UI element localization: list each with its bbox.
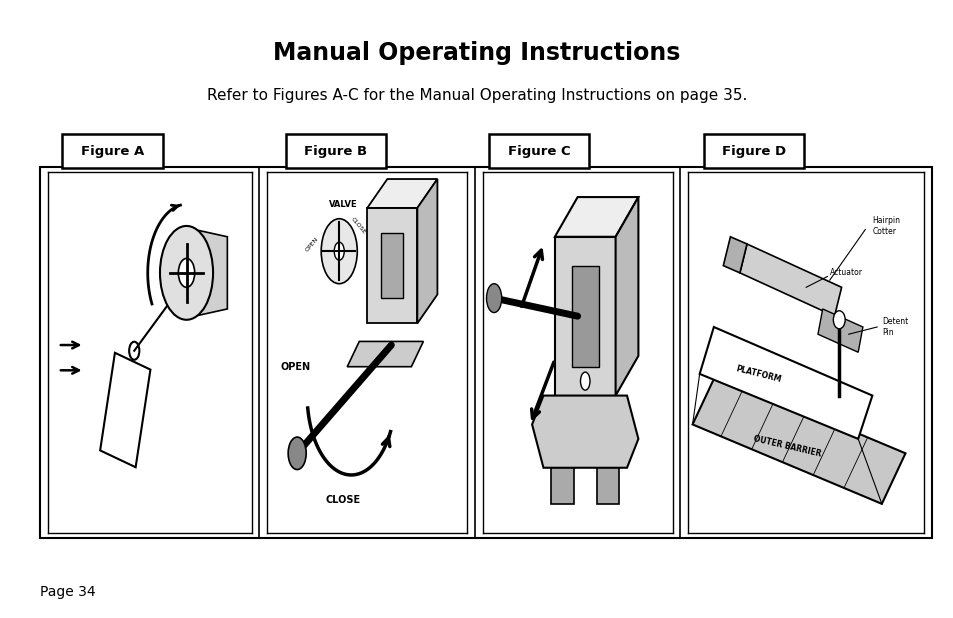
Bar: [488, 134, 588, 168]
Text: Figure D: Figure D: [720, 145, 785, 158]
Text: Figure C: Figure C: [507, 145, 570, 158]
Bar: [702, 134, 802, 168]
Text: Refer to Figures A-C for the Manual Operating Instructions on page 35.: Refer to Figures A-C for the Manual Oper…: [207, 88, 746, 103]
Text: Figure B: Figure B: [304, 145, 367, 158]
Bar: [40, 167, 931, 538]
Bar: [286, 134, 385, 168]
Text: Figure A: Figure A: [81, 145, 144, 158]
Bar: [63, 134, 162, 168]
Text: Manual Operating Instructions: Manual Operating Instructions: [273, 41, 680, 64]
Text: Page 34: Page 34: [40, 585, 95, 599]
